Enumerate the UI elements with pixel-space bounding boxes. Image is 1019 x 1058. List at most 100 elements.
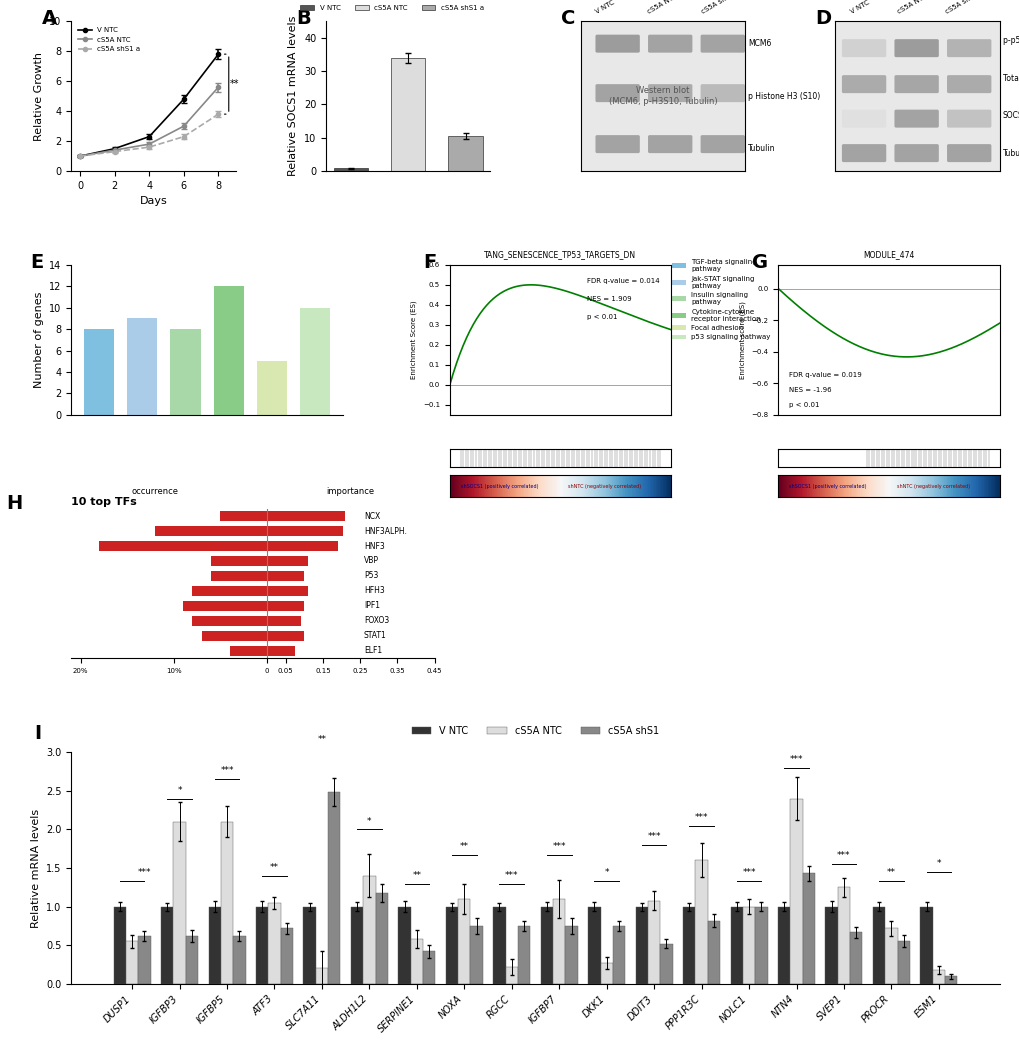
Text: HFH3: HFH3 xyxy=(364,586,384,596)
Text: D: D xyxy=(815,10,830,29)
Text: ***: *** xyxy=(647,832,660,841)
Bar xyxy=(565,926,577,984)
Bar xyxy=(221,822,233,984)
Bar xyxy=(390,58,425,171)
Y-axis label: Enrichment Score (ES): Enrichment Score (ES) xyxy=(411,300,417,379)
Bar xyxy=(229,645,267,656)
FancyBboxPatch shape xyxy=(946,39,990,57)
Bar xyxy=(505,967,518,984)
Text: VBP: VBP xyxy=(364,557,378,565)
X-axis label: Days: Days xyxy=(140,197,167,206)
Text: E: E xyxy=(31,253,44,272)
Text: importance: importance xyxy=(326,487,375,495)
Bar xyxy=(398,907,411,984)
Bar xyxy=(193,586,267,597)
Text: *: * xyxy=(604,869,608,877)
Y-axis label: Relative mRNA levels: Relative mRNA levels xyxy=(31,808,41,928)
Y-axis label: Enrichment score (ES): Enrichment score (ES) xyxy=(739,300,745,379)
Bar xyxy=(84,329,114,415)
Bar xyxy=(267,541,337,551)
Text: FOXO3: FOXO3 xyxy=(364,617,388,625)
Bar xyxy=(518,926,530,984)
Text: ***: *** xyxy=(138,869,151,877)
Y-axis label: Relative SOCS1 mRNA levels: Relative SOCS1 mRNA levels xyxy=(288,16,299,177)
Text: IPF1: IPF1 xyxy=(364,602,379,610)
Bar xyxy=(161,907,173,984)
Bar xyxy=(493,907,505,984)
Bar xyxy=(256,907,268,984)
Bar xyxy=(280,928,292,984)
Y-axis label: Relative Growth: Relative Growth xyxy=(34,52,44,141)
Bar xyxy=(411,940,423,984)
Bar xyxy=(257,361,286,415)
Text: F: F xyxy=(423,253,436,272)
Text: **: ** xyxy=(229,79,238,89)
Bar xyxy=(897,941,909,984)
Text: **: ** xyxy=(460,842,469,851)
Text: ***: *** xyxy=(220,766,233,776)
Bar xyxy=(742,907,754,984)
Text: B: B xyxy=(297,10,311,29)
Text: p < 0.01: p < 0.01 xyxy=(587,314,616,320)
Text: **: ** xyxy=(317,735,326,745)
Bar xyxy=(849,932,862,984)
Bar xyxy=(445,907,458,984)
Text: Tubulin: Tubulin xyxy=(1002,148,1019,158)
Bar xyxy=(113,907,125,984)
Legend: V NTC, cS5A NTC, cS5A shS1 a: V NTC, cS5A NTC, cS5A shS1 a xyxy=(74,24,143,55)
Text: p < 0.01: p < 0.01 xyxy=(789,402,819,408)
Legend: V NTC, cS5A NTC, cS5A shS1: V NTC, cS5A NTC, cS5A shS1 xyxy=(408,723,662,740)
Legend: V NTC, cS5A NTC, cS5A shS1 a: V NTC, cS5A NTC, cS5A shS1 a xyxy=(298,2,486,14)
FancyBboxPatch shape xyxy=(647,35,692,53)
Text: G: G xyxy=(751,253,767,272)
Bar xyxy=(540,907,552,984)
Text: ***: *** xyxy=(789,754,803,764)
Bar xyxy=(824,907,837,984)
Text: cS5A shS1 a: cS5A shS1 a xyxy=(699,0,740,15)
Bar xyxy=(600,963,612,984)
Bar xyxy=(300,308,330,415)
FancyBboxPatch shape xyxy=(946,110,990,128)
Bar xyxy=(872,907,884,984)
FancyBboxPatch shape xyxy=(841,110,886,128)
Y-axis label: Number of genes: Number of genes xyxy=(34,292,44,388)
Bar xyxy=(127,318,157,415)
FancyBboxPatch shape xyxy=(894,144,937,162)
Bar xyxy=(612,926,625,984)
Bar xyxy=(173,822,185,984)
Text: Western blot
(MCM6, p-H3S10, Tubulin): Western blot (MCM6, p-H3S10, Tubulin) xyxy=(608,87,716,106)
Bar xyxy=(125,942,139,984)
Text: p-p53 S15: p-p53 S15 xyxy=(1002,36,1019,45)
Bar xyxy=(267,570,304,581)
Bar xyxy=(267,586,308,597)
Text: FDR q-value = 0.014: FDR q-value = 0.014 xyxy=(587,278,659,284)
Text: ELF1: ELF1 xyxy=(364,646,381,656)
FancyBboxPatch shape xyxy=(647,85,692,103)
FancyBboxPatch shape xyxy=(841,75,886,93)
Text: Tubulin: Tubulin xyxy=(748,144,775,153)
Bar xyxy=(193,616,267,626)
Text: NES = 1.909: NES = 1.909 xyxy=(587,296,631,302)
Bar xyxy=(183,601,267,612)
Bar xyxy=(233,936,246,984)
Text: I: I xyxy=(35,725,42,744)
Text: cS5A shS1 a: cS5A shS1 a xyxy=(944,0,984,15)
Bar xyxy=(328,792,340,984)
Bar xyxy=(155,526,267,536)
Bar xyxy=(552,899,565,984)
Bar xyxy=(333,168,368,171)
Text: cS5A NTC: cS5A NTC xyxy=(896,0,927,15)
Text: MCM6: MCM6 xyxy=(748,39,770,49)
Bar xyxy=(213,287,244,415)
Bar xyxy=(884,928,897,984)
Text: Total p53: Total p53 xyxy=(1002,74,1019,83)
Text: V NTC: V NTC xyxy=(849,0,869,15)
Text: cS5A NTC: cS5A NTC xyxy=(646,0,679,15)
Text: STAT1: STAT1 xyxy=(364,632,386,640)
Bar xyxy=(267,631,304,641)
Bar xyxy=(448,136,482,171)
Text: ***: *** xyxy=(742,869,755,877)
FancyBboxPatch shape xyxy=(841,39,886,57)
Text: C: C xyxy=(560,10,575,29)
Bar xyxy=(588,907,600,984)
